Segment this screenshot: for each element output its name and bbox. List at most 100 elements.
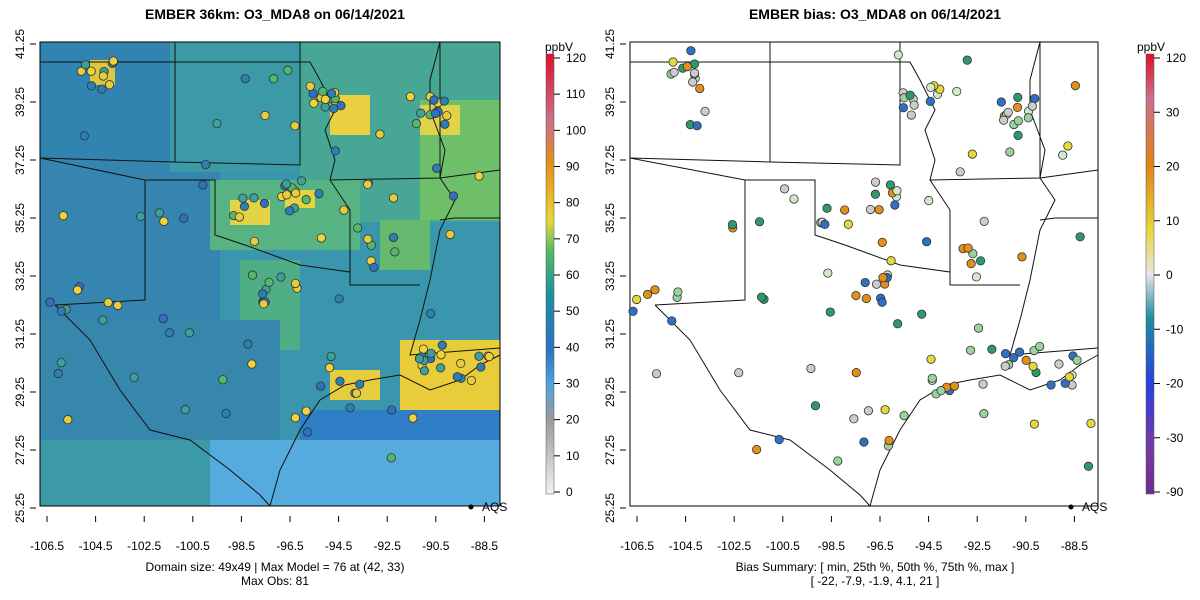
- right-station-point: [924, 195, 934, 206]
- right-station-point: [1000, 349, 1011, 359]
- left-colorbar-tick-label: 80: [566, 196, 580, 210]
- left-station-point: [179, 213, 189, 223]
- right-axes: -106.5 -104.5 -102.5 -100.5 -98.5 -96.5 -94.5 -…: [603, 29, 1088, 553]
- aqs-marker-icon: [468, 504, 474, 510]
- right-colorbar-ticks: -90 -30 -20 -10 0 10 20 30 120: [1154, 51, 1186, 499]
- left-station-point: [238, 193, 248, 203]
- right-station-point: [820, 219, 830, 229]
- right-footer-line2: [ -22, -7.9, -1.9, 4.1, 21 ]: [810, 574, 940, 588]
- right-colorbar: [1145, 53, 1155, 495]
- right-station-point: [1060, 378, 1070, 388]
- left-colorbar-tick-label: 60: [566, 268, 580, 282]
- left-station-point: [309, 98, 319, 108]
- left-y-tick-label: 29.25: [13, 377, 27, 407]
- left-station-point: [324, 363, 335, 373]
- right-station-point: [890, 200, 900, 210]
- left-station-point: [201, 159, 211, 170]
- left-station-point: [316, 233, 326, 243]
- right-station-point: [752, 444, 762, 455]
- right-station-point: [979, 409, 989, 419]
- right-station-point: [893, 50, 903, 60]
- left-station-point: [334, 294, 344, 304]
- left-colorbar-tick-label: 120: [566, 51, 586, 65]
- left-station-point: [327, 88, 337, 99]
- right-station-point: [877, 297, 887, 307]
- right-station-point: [874, 205, 884, 215]
- left-colorbar-tick-label: 110: [566, 87, 585, 101]
- right-bias-points: [628, 46, 1096, 471]
- left-station-point: [387, 405, 397, 415]
- left-station-point: [408, 413, 418, 423]
- right-x-tick-label: -96.5: [866, 539, 894, 553]
- right-station-point: [688, 77, 698, 87]
- left-colorbar-unit: ppbV: [545, 40, 573, 54]
- right-station-point: [973, 323, 984, 333]
- left-station-point: [212, 118, 222, 129]
- left-station-point: [56, 306, 67, 316]
- left-station-point: [290, 413, 300, 423]
- left-station-point: [440, 119, 450, 129]
- left-x-tick-label: -102.5: [127, 539, 161, 553]
- left-colorbar-ticks: 0 10 20 30 40 50 60 70 80 90 100 110 120: [554, 51, 586, 499]
- left-station-point: [452, 372, 462, 382]
- left-station-point: [316, 381, 326, 391]
- right-station-point: [926, 82, 936, 92]
- left-station-point: [388, 193, 399, 203]
- right-colorbar-tick-label: -20: [1166, 377, 1184, 391]
- left-station-point: [436, 363, 446, 373]
- left-station-point: [264, 277, 274, 287]
- right-station-point: [966, 259, 976, 269]
- right-station-point: [963, 243, 973, 253]
- right-footer-line1: Bias Summary: [ min, 25th %, 50th %, 75t…: [735, 560, 1015, 574]
- left-station-point: [108, 56, 118, 66]
- left-station-point: [240, 73, 250, 84]
- right-colorbar-tick-label: 30: [1166, 105, 1180, 119]
- left-station-point: [363, 179, 373, 189]
- right-station-point: [806, 363, 816, 374]
- left-station-point: [283, 65, 293, 75]
- left-station-point: [429, 95, 439, 105]
- right-station-point: [1021, 355, 1031, 365]
- right-station-point: [669, 67, 679, 77]
- left-colorbar-tick-label: 0: [566, 485, 573, 499]
- right-station-point: [1013, 130, 1023, 140]
- right-colorbar-unit: ppbV: [1137, 40, 1165, 54]
- left-x-tick-label: -90.5: [422, 539, 450, 553]
- right-station-point: [899, 411, 909, 421]
- right-colorbar-tick-label: -90: [1166, 485, 1184, 499]
- left-station-point: [301, 195, 311, 205]
- right-station-point: [843, 219, 853, 229]
- left-station-point: [98, 315, 108, 325]
- right-station-point: [909, 100, 919, 110]
- left-station-point: [456, 358, 466, 368]
- right-aqs-label: AQS: [1082, 500, 1107, 514]
- right-station-point: [906, 110, 916, 120]
- left-x-tick-label: -104.5: [79, 539, 113, 553]
- right-y-tick-label: 33.25: [603, 261, 617, 291]
- left-station-point: [72, 285, 83, 295]
- left-footer-line2: Max Obs: 81: [240, 574, 310, 588]
- right-station-point: [925, 96, 935, 106]
- left-station-point: [436, 350, 446, 360]
- right-station-point: [987, 344, 997, 354]
- right-y-tick-label: 41.25: [603, 29, 617, 59]
- right-station-point: [757, 292, 767, 302]
- right-y-tick-label: 27.25: [603, 435, 617, 465]
- left-station-point: [466, 375, 476, 386]
- right-colorbar-tick-label: 120: [1166, 51, 1186, 65]
- right-y-tick-label: 35.25: [603, 203, 617, 233]
- left-station-point: [418, 344, 429, 354]
- right-station-point: [822, 203, 832, 213]
- left-colorbar-tick-label: 90: [566, 160, 580, 174]
- right-colorbar-tick-label: -30: [1166, 431, 1184, 445]
- left-colorbar-tick-label: 20: [566, 413, 580, 427]
- left-station-point: [290, 121, 300, 131]
- right-station-point: [851, 368, 861, 378]
- right-station-point: [1003, 107, 1013, 117]
- right-x-tick-label: -106.5: [620, 539, 654, 553]
- right-y-tick-label: 29.25: [603, 377, 617, 407]
- right-station-point: [927, 373, 937, 383]
- right-station-point: [1013, 92, 1023, 102]
- right-station-point: [886, 256, 896, 266]
- right-station-point: [774, 434, 784, 445]
